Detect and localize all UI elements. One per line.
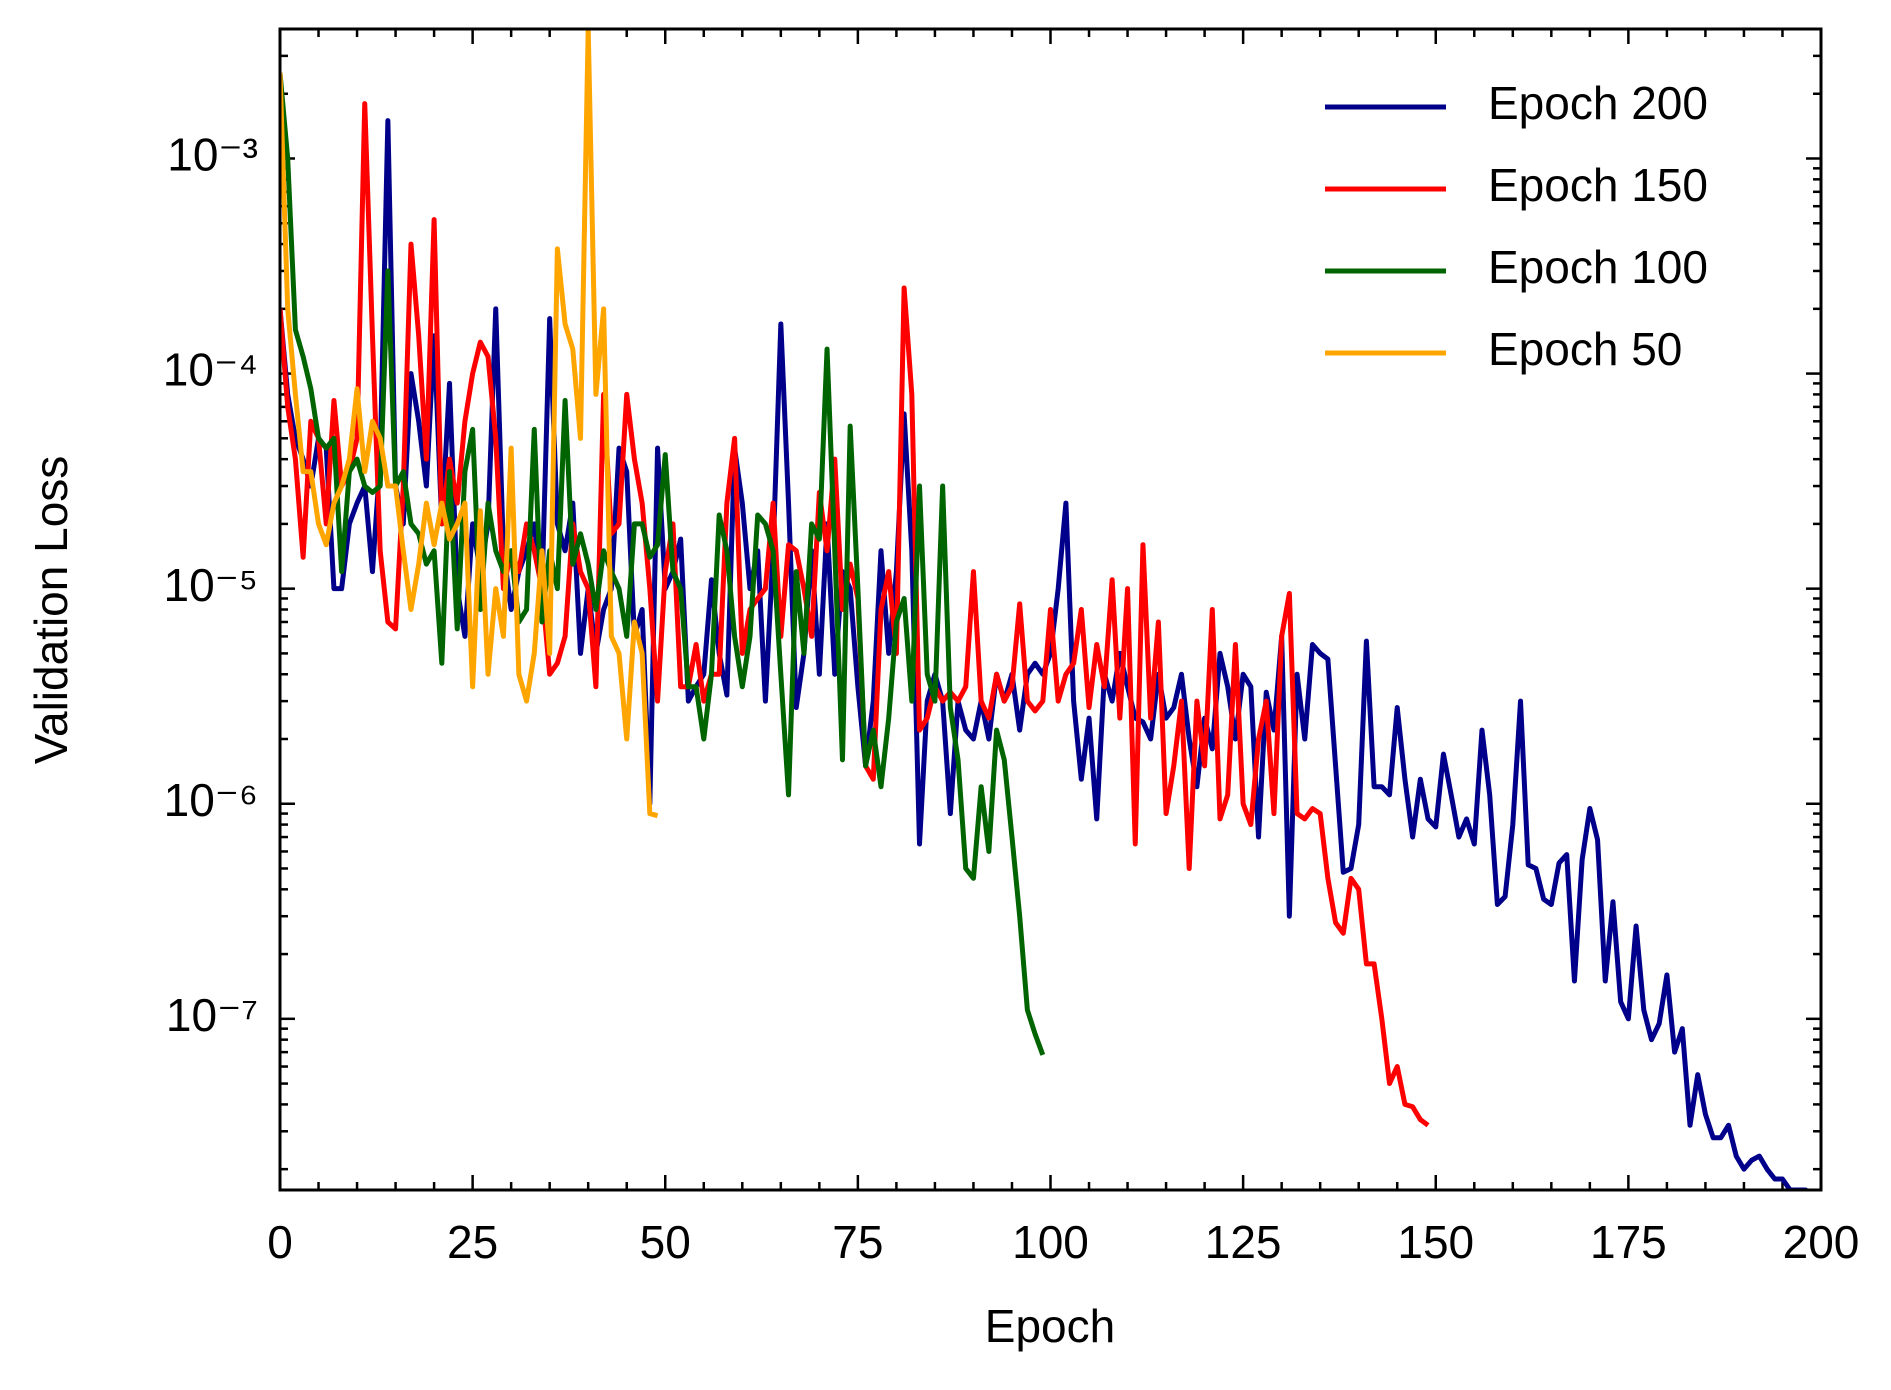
x-tick-label: 200 (1783, 1216, 1860, 1268)
series-line (280, 29, 659, 819)
x-tick-label: 50 (640, 1216, 691, 1268)
x-tick-label: 75 (832, 1216, 883, 1268)
x-tick-label: 0 (267, 1216, 293, 1268)
y-axis-label: Validation Loss (25, 456, 77, 765)
legend-label: Epoch 200 (1488, 77, 1708, 129)
x-tick-label: 125 (1205, 1216, 1282, 1268)
legend-label: Epoch 150 (1488, 159, 1708, 211)
x-tick-label: 150 (1397, 1216, 1474, 1268)
x-tick-label: 175 (1590, 1216, 1667, 1268)
legend-label: Epoch 100 (1488, 241, 1708, 293)
series-line (280, 101, 1430, 1128)
y-tick-label: 10⁻³ (167, 129, 258, 181)
x-tick-label: 100 (1012, 1216, 1089, 1268)
plot-frame (278, 27, 1823, 1192)
y-tick-label: 10⁻⁵ (163, 559, 258, 611)
y-tick-label: 10⁻⁴ (163, 344, 258, 396)
y-tick-label: 10⁻⁶ (164, 774, 258, 826)
plot-area (280, 29, 1810, 1190)
legend-label: Epoch 50 (1488, 323, 1682, 375)
x-tick-label: 25 (447, 1216, 498, 1268)
y-tick-label: 10⁻⁷ (166, 989, 258, 1041)
x-axis-label: Epoch (985, 1300, 1115, 1352)
series-line (280, 72, 1046, 1056)
